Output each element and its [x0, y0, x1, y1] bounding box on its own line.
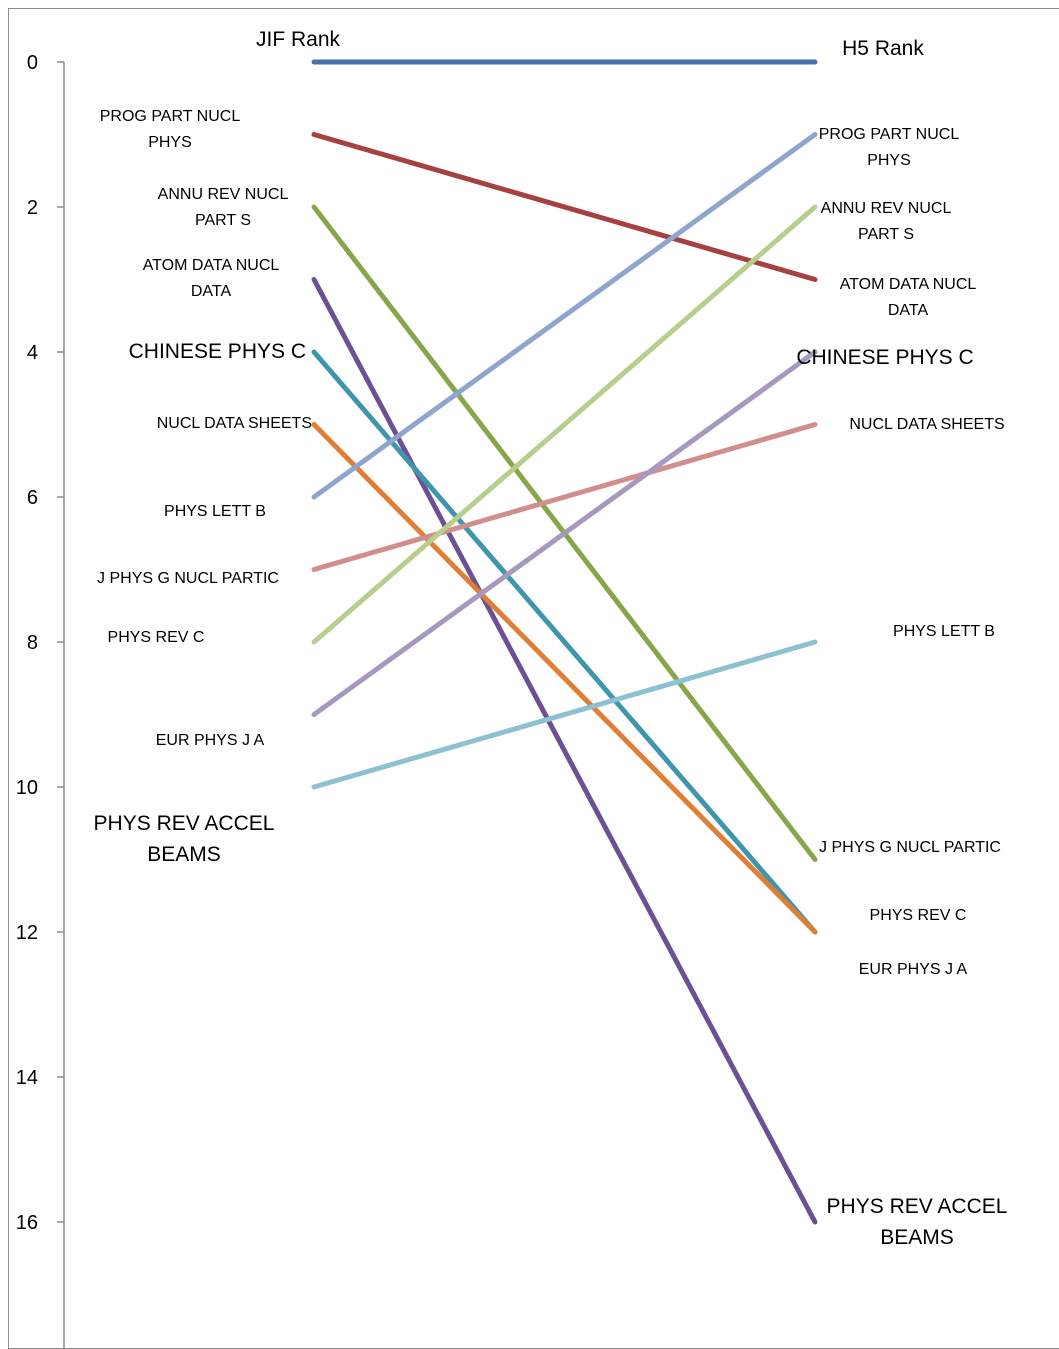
series-line-chinese-phys-c	[311, 349, 818, 935]
right-label-annu-rev-nucl-part-s: ANNU REV NUCL PART S	[821, 200, 952, 243]
series-line-j-phys-g-nucl-partic	[311, 422, 818, 572]
y-tick-label: 10	[16, 777, 38, 799]
x-category-label-right: H5 Rank	[842, 37, 924, 60]
right-label-phys-lett-b: PHYS LETT B	[893, 623, 995, 640]
right-label-chinese-phys-c: CHINESE PHYS C	[796, 346, 973, 369]
left-label-phys-rev-c: PHYS REV C	[108, 629, 205, 646]
series-line-phys-rev-c	[311, 204, 818, 645]
series-line-nucl-data-sheets	[311, 422, 818, 935]
y-tick-label: 14	[16, 1067, 38, 1089]
y-tick-label: 8	[27, 632, 38, 654]
left-label-j-phys-g-nucl-partic: J PHYS G NUCL PARTIC	[97, 570, 279, 587]
right-label-phys-rev-c: PHYS REV C	[870, 907, 967, 924]
y-tick-label: 6	[27, 487, 38, 509]
y-tick-label: 2	[27, 197, 38, 219]
left-label-prog-part-nucl-phys: PROG PART NUCL PHYS	[100, 108, 241, 151]
right-label-atom-data-nucl-data: ATOM DATA NUCL DATA	[840, 276, 977, 319]
y-tick-label: 4	[27, 342, 38, 364]
right-label-nucl-data-sheets: NUCL DATA SHEETS	[849, 416, 1004, 433]
right-label-phys-rev-accel-beams: PHYS REV ACCEL BEAMS	[827, 1195, 1008, 1249]
left-label-phys-lett-b: PHYS LETT B	[164, 503, 266, 520]
series-line-phys-rev-accel-beams	[311, 639, 818, 790]
series-line-atom-data-nucl-data	[311, 277, 818, 1225]
right-label-eur-phys-j-a: EUR PHYS J A	[859, 961, 968, 978]
series-line-prog-part-nucl-phys	[311, 132, 818, 282]
left-label-atom-data-nucl-data: ATOM DATA NUCL DATA	[143, 257, 280, 300]
left-label-nucl-data-sheets: NUCL DATA SHEETS	[157, 415, 312, 432]
left-label-phys-rev-accel-beams: PHYS REV ACCEL BEAMS	[94, 812, 275, 866]
y-axis: 0 2 4 6 8 10 12 14 16	[16, 52, 65, 1349]
right-label-prog-part-nucl-phys: PROG PART NUCL PHYS	[819, 126, 960, 169]
left-label-annu-rev-nucl-part-s: ANNU REV NUCL PART S	[158, 186, 289, 229]
y-tick-label: 12	[16, 922, 38, 944]
left-label-chinese-phys-c: CHINESE PHYS C	[129, 340, 306, 363]
series-line-phys-lett-b	[311, 132, 818, 500]
series-line-eur-phys-j-a	[311, 349, 818, 717]
right-label-j-phys-g-nucl-partic: J PHYS G NUCL PARTIC	[819, 839, 1001, 856]
x-category-label-left: JIF Rank	[256, 28, 341, 51]
series-labels: JIF Rank H5 Rank PROG PART NUCL PHYS PROG PA…	[94, 28, 1008, 1249]
y-tick-label: 16	[16, 1212, 38, 1234]
series-lines	[311, 59, 818, 1225]
y-tick-label: 0	[27, 52, 38, 74]
left-label-eur-phys-j-a: EUR PHYS J A	[156, 732, 265, 749]
